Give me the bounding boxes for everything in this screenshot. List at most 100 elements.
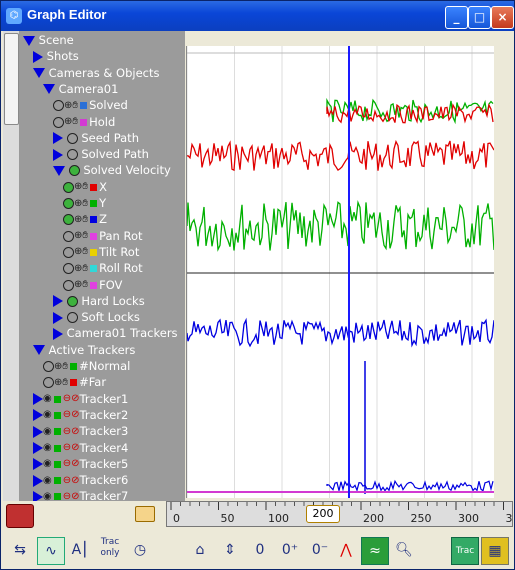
lock-icon[interactable]: ⊖ (62, 442, 72, 453)
lock-icon[interactable]: ⊖ (62, 409, 72, 421)
tree-item[interactable]: ⊕✋︎ Pan Rot (63, 228, 143, 244)
collapsed-triangle-icon[interactable] (53, 148, 63, 161)
zero-icon[interactable]: 0 (255, 542, 265, 558)
tree-item[interactable]: ⊕✋︎ #Far (43, 374, 106, 390)
collapsed-triangle-icon[interactable] (33, 458, 43, 471)
magnify-icon[interactable]: ⊕ (74, 181, 83, 193)
lock-hand-icon[interactable]: ✋︎ (82, 279, 89, 290)
solved-green-curve[interactable] (326, 97, 494, 125)
tree-item[interactable]: Seed Path (53, 130, 139, 146)
visibility-circle-icon[interactable] (66, 149, 78, 161)
eye-icon[interactable]: ◉ (43, 490, 52, 501)
minimize-button[interactable]: _ (445, 6, 468, 29)
tree-item[interactable]: ◉ ⊖⊘Tracker3 (33, 423, 128, 439)
tree-scrollbar[interactable] (3, 31, 20, 501)
unlock-icon[interactable]: ⊘ (71, 490, 80, 501)
lock-icon[interactable]: ⊖ (62, 458, 72, 470)
tree-item[interactable]: Soft Locks (53, 309, 140, 325)
tree-item[interactable]: Active Trackers (33, 342, 135, 358)
tree-item[interactable]: ⊕✋︎ X (63, 179, 107, 195)
visibility-circle-icon[interactable] (66, 295, 78, 307)
lock-hand-icon[interactable]: ✋︎ (62, 376, 69, 388)
tree-item[interactable]: ◉ ⊖⊘Tracker7 (33, 488, 128, 501)
track-only-icon[interactable]: Trac only (97, 537, 123, 563)
lock-hand-icon[interactable]: ✋︎ (82, 262, 89, 274)
spike-icon[interactable]: ⋀ (340, 542, 352, 558)
y-velocity-curve[interactable] (187, 200, 494, 252)
tree-item[interactable]: Shots (33, 48, 79, 64)
lock-icon[interactable]: ⊖ (62, 425, 72, 437)
magnify-icon[interactable]: ⊕ (54, 360, 63, 372)
collapsed-triangle-icon[interactable] (53, 311, 63, 324)
tree-item[interactable]: ⊕✋︎ Y (63, 195, 106, 211)
solved-red-curve[interactable] (326, 103, 494, 124)
tree-item[interactable]: Cameras & Objects (33, 65, 160, 81)
unlock-icon[interactable]: ⊘ (71, 393, 80, 405)
tree-item[interactable]: Solved Path (53, 146, 149, 162)
unlock-icon[interactable]: ⊘ (71, 425, 80, 437)
magnify-icon[interactable]: ⊕ (64, 116, 73, 127)
unlock-icon[interactable]: ⊘ (71, 474, 80, 486)
key-select-icon[interactable]: ⌂ (195, 542, 205, 558)
eye-icon[interactable]: ◉ (43, 409, 52, 421)
current-frame-indicator[interactable]: 200 (306, 505, 340, 523)
graph-view-icon[interactable]: ∿ (37, 537, 65, 565)
visibility-circle-icon[interactable] (66, 312, 78, 324)
text-scale-icon[interactable]: A⎮ (71, 542, 89, 558)
collapsed-triangle-icon[interactable] (33, 442, 43, 454)
visibility-circle-icon[interactable] (63, 198, 74, 209)
magnify-icon[interactable]: ⊕ (74, 279, 83, 290)
expanded-triangle-icon[interactable] (43, 84, 55, 95)
visibility-circle-icon[interactable] (63, 181, 74, 193)
visibility-circle-icon[interactable] (68, 165, 80, 177)
lock-icon[interactable]: ⊖ (62, 393, 72, 405)
lock-hand-icon[interactable]: ✋︎ (72, 116, 79, 127)
visibility-circle-icon[interactable] (43, 361, 54, 372)
color-panel-icon[interactable]: ▦ (481, 537, 509, 565)
eye-icon[interactable]: ◉ (43, 442, 52, 453)
visibility-circle-icon[interactable] (43, 377, 54, 389)
magnify-icon[interactable]: ⊕ (74, 197, 83, 209)
visibility-circle-icon[interactable] (63, 279, 74, 291)
collapsed-triangle-icon[interactable] (53, 132, 63, 145)
collapsed-triangle-icon[interactable] (33, 393, 43, 406)
eye-icon[interactable]: ◉ (43, 474, 52, 486)
navigate-icon[interactable]: ⇆ (14, 542, 26, 558)
tree-item[interactable]: Hard Locks (53, 293, 145, 309)
expanded-triangle-icon[interactable] (53, 165, 65, 176)
visibility-circle-icon[interactable] (53, 116, 64, 128)
unlock-icon[interactable]: ⊘ (71, 442, 80, 453)
tree-item[interactable]: ◉ ⊖⊘Tracker4 (33, 440, 128, 456)
graph-canvas[interactable] (187, 46, 494, 498)
tree-scroll-thumb[interactable] (4, 33, 19, 125)
tree-item[interactable]: ⊕✋︎ Solved (53, 97, 128, 113)
tree-item[interactable]: Solved Velocity (53, 162, 171, 178)
clock-icon[interactable]: ◷ (133, 542, 147, 558)
maximize-button[interactable]: □ (468, 6, 491, 29)
scale-y-icon[interactable]: ⇕ (224, 542, 236, 558)
tracker-panel-icon[interactable]: Trac (451, 537, 479, 565)
visibility-circle-icon[interactable] (63, 230, 74, 242)
tree-item[interactable]: ◉ ⊖⊘Tracker5 (33, 456, 128, 472)
lock-icon[interactable]: ⊖ (62, 490, 72, 501)
tree-item[interactable]: ⊕✋︎ Tilt Rot (63, 244, 139, 260)
tree-item[interactable]: ◉ ⊖⊘Tracker6 (33, 472, 128, 488)
expanded-triangle-icon[interactable] (23, 35, 35, 46)
z-velocity-curve[interactable] (187, 317, 494, 348)
tree-item[interactable]: ⊕✋︎ #Normal (43, 358, 130, 374)
eye-icon[interactable]: ◉ (43, 458, 52, 470)
visibility-circle-icon[interactable] (63, 263, 74, 275)
lock-hand-icon[interactable]: ✋︎ (82, 197, 89, 209)
lock-hand-icon[interactable]: ✋︎ (72, 99, 79, 111)
visibility-circle-icon[interactable] (66, 132, 78, 144)
lock-hand-icon[interactable]: ✋︎ (82, 230, 89, 242)
tree-item[interactable]: Camera01 (43, 81, 118, 97)
visibility-circle-icon[interactable] (53, 100, 64, 112)
remove-key-icon[interactable]: 0⁻ (311, 542, 329, 558)
magnify-icon[interactable]: ⊕ (74, 230, 83, 242)
tree-item[interactable]: ⊕✋︎ FOV (63, 277, 122, 293)
keyframe-toggle-icon[interactable] (135, 506, 155, 522)
lock-hand-icon[interactable]: ✋︎ (82, 246, 89, 258)
eye-icon[interactable]: ◉ (43, 425, 52, 437)
collapsed-triangle-icon[interactable] (33, 474, 43, 487)
